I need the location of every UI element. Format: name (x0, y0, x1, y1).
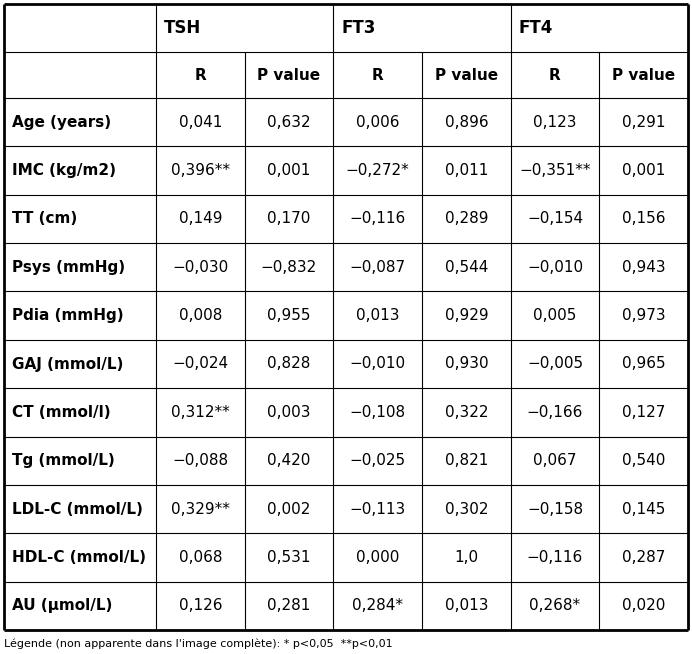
Text: 0,287: 0,287 (622, 550, 665, 565)
Text: 0,156: 0,156 (622, 211, 666, 226)
Text: −0,108: −0,108 (349, 405, 406, 420)
Text: −0,272*: −0,272* (346, 163, 410, 178)
Text: P value: P value (257, 67, 320, 82)
Text: 0,000: 0,000 (356, 550, 399, 565)
Text: R: R (194, 67, 206, 82)
Text: −0,351**: −0,351** (519, 163, 591, 178)
Text: 0,540: 0,540 (622, 453, 665, 468)
Text: 0,420: 0,420 (267, 453, 311, 468)
Text: −0,154: −0,154 (527, 211, 583, 226)
Text: 0,067: 0,067 (534, 453, 576, 468)
Text: 0,145: 0,145 (622, 502, 665, 517)
Text: −0,158: −0,158 (527, 502, 583, 517)
Text: 0,013: 0,013 (356, 308, 399, 323)
Text: −0,166: −0,166 (527, 405, 583, 420)
Text: 0,001: 0,001 (267, 163, 311, 178)
Text: 0,011: 0,011 (445, 163, 488, 178)
Text: 0,929: 0,929 (444, 308, 488, 323)
Text: 0,544: 0,544 (445, 260, 488, 275)
Text: 0,632: 0,632 (267, 114, 311, 129)
Text: LDL-C (mmol/L): LDL-C (mmol/L) (12, 502, 143, 517)
Text: Psys (mmHg): Psys (mmHg) (12, 260, 125, 275)
Text: 0,001: 0,001 (622, 163, 665, 178)
Text: −0,030: −0,030 (172, 260, 228, 275)
Text: 0,312**: 0,312** (171, 405, 230, 420)
Text: 0,127: 0,127 (622, 405, 665, 420)
Text: −0,116: −0,116 (349, 211, 406, 226)
Text: Légende (non apparente dans l'image complète): * p<0,05  **p<0,01: Légende (non apparente dans l'image comp… (4, 639, 392, 649)
Text: TSH: TSH (164, 19, 201, 37)
Text: Pdia (mmHg): Pdia (mmHg) (12, 308, 124, 323)
Text: 0,149: 0,149 (179, 211, 222, 226)
Text: −0,832: −0,832 (261, 260, 317, 275)
Text: AU (μmol/L): AU (μmol/L) (12, 598, 112, 613)
Text: 0,943: 0,943 (622, 260, 666, 275)
Text: Tg (mmol/L): Tg (mmol/L) (12, 453, 115, 468)
Text: R: R (549, 67, 561, 82)
Text: −0,087: −0,087 (349, 260, 406, 275)
Text: 0,329**: 0,329** (171, 502, 230, 517)
Text: −0,025: −0,025 (349, 453, 406, 468)
Text: P value: P value (435, 67, 498, 82)
Text: −0,024: −0,024 (172, 356, 228, 371)
Text: 0,013: 0,013 (444, 598, 488, 613)
Text: 0,003: 0,003 (267, 405, 311, 420)
Text: IMC (kg/m2): IMC (kg/m2) (12, 163, 116, 178)
Text: 0,930: 0,930 (444, 356, 488, 371)
Text: 0,302: 0,302 (444, 502, 488, 517)
Text: −0,005: −0,005 (527, 356, 583, 371)
Text: 0,281: 0,281 (267, 598, 311, 613)
Text: 0,965: 0,965 (622, 356, 666, 371)
Text: 0,973: 0,973 (622, 308, 666, 323)
Text: 0,955: 0,955 (267, 308, 311, 323)
Text: FT3: FT3 (341, 19, 376, 37)
Text: 0,284*: 0,284* (352, 598, 403, 613)
Text: 0,821: 0,821 (445, 453, 488, 468)
Text: 0,268*: 0,268* (529, 598, 581, 613)
Text: 0,170: 0,170 (267, 211, 311, 226)
Text: 0,828: 0,828 (267, 356, 311, 371)
Text: FT4: FT4 (519, 19, 553, 37)
Text: 0,020: 0,020 (622, 598, 665, 613)
Text: −0,010: −0,010 (349, 356, 406, 371)
Text: 0,002: 0,002 (267, 502, 311, 517)
Text: 0,289: 0,289 (444, 211, 488, 226)
Text: −0,010: −0,010 (527, 260, 583, 275)
Text: HDL-C (mmol/L): HDL-C (mmol/L) (12, 550, 146, 565)
Text: 0,322: 0,322 (444, 405, 488, 420)
Text: 0,006: 0,006 (356, 114, 399, 129)
Text: 0,531: 0,531 (267, 550, 311, 565)
Text: P value: P value (612, 67, 675, 82)
Text: CT (mmol/l): CT (mmol/l) (12, 405, 111, 420)
Text: 0,123: 0,123 (534, 114, 576, 129)
Text: 0,896: 0,896 (444, 114, 488, 129)
Text: 0,068: 0,068 (179, 550, 222, 565)
Text: 1,0: 1,0 (454, 550, 478, 565)
Text: GAJ (mmol/L): GAJ (mmol/L) (12, 356, 123, 371)
Text: 0,008: 0,008 (179, 308, 222, 323)
Text: −0,088: −0,088 (172, 453, 228, 468)
Text: 0,041: 0,041 (179, 114, 222, 129)
Text: 0,005: 0,005 (534, 308, 576, 323)
Text: −0,116: −0,116 (527, 550, 583, 565)
Text: 0,396**: 0,396** (171, 163, 230, 178)
Text: R: R (372, 67, 383, 82)
Text: −0,113: −0,113 (349, 502, 406, 517)
Text: TT (cm): TT (cm) (12, 211, 78, 226)
Text: Age (years): Age (years) (12, 114, 111, 129)
Text: 0,291: 0,291 (622, 114, 666, 129)
Text: 0,126: 0,126 (179, 598, 222, 613)
